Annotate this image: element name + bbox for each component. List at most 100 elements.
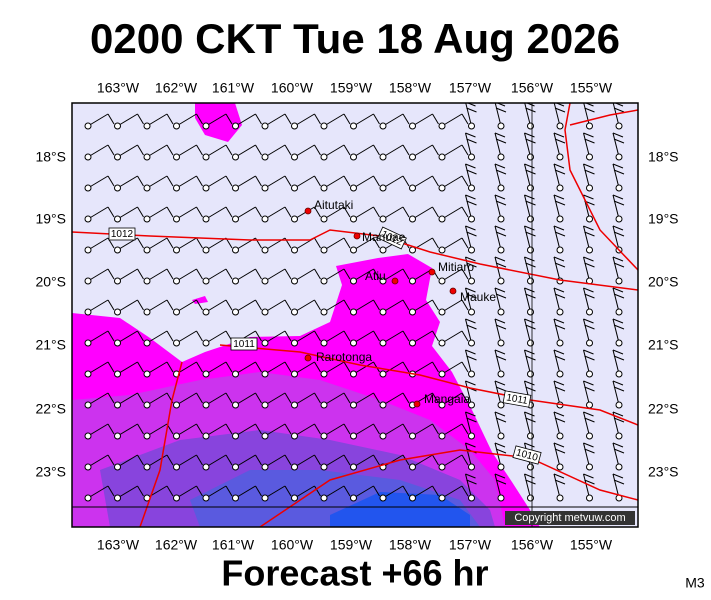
barb-flag: [284, 485, 292, 497]
wind-barb: [84, 299, 115, 316]
barb-staff: [441, 392, 463, 406]
wind-barb: [379, 144, 410, 161]
barb-flag: [525, 169, 536, 175]
barb-flag: [225, 175, 233, 187]
barb-station: [232, 246, 239, 254]
barb-flag: [284, 299, 292, 311]
barb-staff: [524, 349, 531, 375]
barb-flag: [465, 194, 476, 200]
barb-station: [291, 122, 298, 130]
wind-barb: [583, 256, 595, 285]
barb-staff: [441, 361, 463, 375]
barb-flag: [461, 299, 469, 311]
barb-flag: [584, 479, 595, 485]
barb-station: [202, 184, 210, 192]
wind-barb: [438, 330, 469, 347]
barb-flag: [612, 473, 624, 479]
barb-station: [527, 246, 534, 254]
barb-station: [586, 308, 593, 316]
wind-barb: [143, 175, 174, 192]
barb-staff: [87, 454, 109, 468]
barb-flag: [225, 206, 233, 218]
barb-staff: [294, 299, 315, 313]
lat-label: 21°S: [35, 337, 66, 353]
barb-flag: [166, 330, 174, 342]
wind-barb: [84, 113, 115, 130]
rain-area: [330, 492, 470, 527]
barb-flag: [314, 206, 321, 218]
barb-flag: [524, 163, 535, 169]
barb-station: [527, 308, 534, 316]
places: Aitutaki Manuae Atiu Mitiaro Mauke Rarotonga M…: [304, 198, 496, 408]
barb-staff: [264, 268, 286, 282]
barb-station: [114, 432, 121, 440]
wind-barb: [409, 485, 439, 502]
barb-staff: [87, 175, 109, 189]
barb-station: [114, 153, 121, 161]
barb-station: [84, 370, 92, 378]
isobar-label-box: [377, 226, 407, 250]
wind-barb: [409, 330, 439, 347]
lat-label: 22°S: [35, 401, 66, 417]
barb-staff: [117, 299, 138, 313]
barb-staff: [494, 103, 502, 127]
barb-station: [497, 463, 505, 471]
wind-barb: [232, 175, 262, 192]
barb-station: [497, 246, 505, 254]
wind-barb: [583, 318, 595, 347]
wind-barb: [583, 442, 595, 471]
barb-flag: [466, 479, 477, 485]
barb-flag: [166, 237, 174, 249]
barb-staff: [235, 113, 256, 127]
lon-label: 163°W: [97, 537, 140, 553]
barb-flag: [255, 454, 262, 466]
barb-flag: [373, 299, 380, 311]
barb-flag: [343, 485, 351, 497]
barb-station: [320, 432, 328, 440]
barb-station: [379, 401, 387, 409]
barb-station: [143, 184, 151, 192]
barb-staff: [294, 268, 315, 282]
barb-station: [556, 370, 564, 378]
barb-station: [350, 122, 357, 130]
isobar-label-box: [502, 390, 532, 408]
wind-barb: [320, 175, 351, 192]
barb-flag: [432, 392, 439, 404]
barb-station: [320, 153, 328, 161]
place-dot: [304, 207, 312, 215]
barb-flag: [343, 423, 351, 435]
barb-staff: [553, 318, 561, 344]
barb-flag: [461, 485, 469, 497]
barb-staff: [412, 144, 433, 158]
barb-flag: [107, 113, 115, 125]
barb-flag: [284, 144, 292, 156]
barb-flag: [225, 113, 233, 125]
barb-staff: [612, 442, 620, 468]
barb-station: [586, 246, 593, 254]
barb-staff: [87, 144, 109, 158]
barb-flag: [584, 103, 594, 107]
barb-station: [350, 339, 357, 347]
wind-barb: [320, 361, 351, 378]
barb-station: [586, 463, 593, 471]
barb-flag: [524, 318, 535, 324]
barb-flag: [402, 144, 410, 156]
barb-station: [556, 246, 564, 254]
barb-station: [84, 494, 92, 502]
wind-barb: [553, 225, 566, 254]
barb-station: [202, 215, 210, 223]
wind-barb: [350, 206, 380, 223]
wind-barb: [494, 473, 507, 502]
barb-flag: [614, 103, 624, 107]
barb-flag: [465, 349, 476, 355]
barb-flag: [584, 107, 595, 113]
barb-flag: [373, 485, 380, 497]
barb-flag: [196, 485, 203, 497]
barb-flag: [225, 299, 233, 311]
barb-staff: [382, 144, 404, 158]
barb-station: [320, 339, 328, 347]
barb-station: [527, 184, 534, 192]
barb-staff: [323, 485, 345, 499]
wind-barb: [114, 268, 144, 285]
barb-station: [379, 339, 387, 347]
